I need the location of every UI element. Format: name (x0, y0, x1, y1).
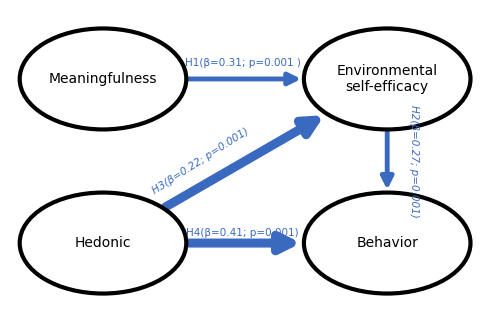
Ellipse shape (20, 28, 186, 129)
Text: H3(β=0.22; p=0.001): H3(β=0.22; p=0.001) (151, 126, 251, 196)
Text: Environmental
self-efficacy: Environmental self-efficacy (336, 64, 438, 94)
Ellipse shape (304, 28, 470, 129)
Text: Behavior: Behavior (356, 236, 418, 250)
Ellipse shape (304, 193, 470, 294)
Text: Meaningfulness: Meaningfulness (49, 72, 157, 86)
Text: H1(β=0.31; p=0.001 ): H1(β=0.31; p=0.001 ) (184, 58, 300, 68)
Ellipse shape (20, 193, 186, 294)
Text: H2(β=0.27; p=0.001): H2(β=0.27; p=0.001) (409, 105, 419, 217)
Text: H4(β=0.41; p=0.001): H4(β=0.41; p=0.001) (186, 228, 299, 238)
Text: Hedonic: Hedonic (75, 236, 131, 250)
